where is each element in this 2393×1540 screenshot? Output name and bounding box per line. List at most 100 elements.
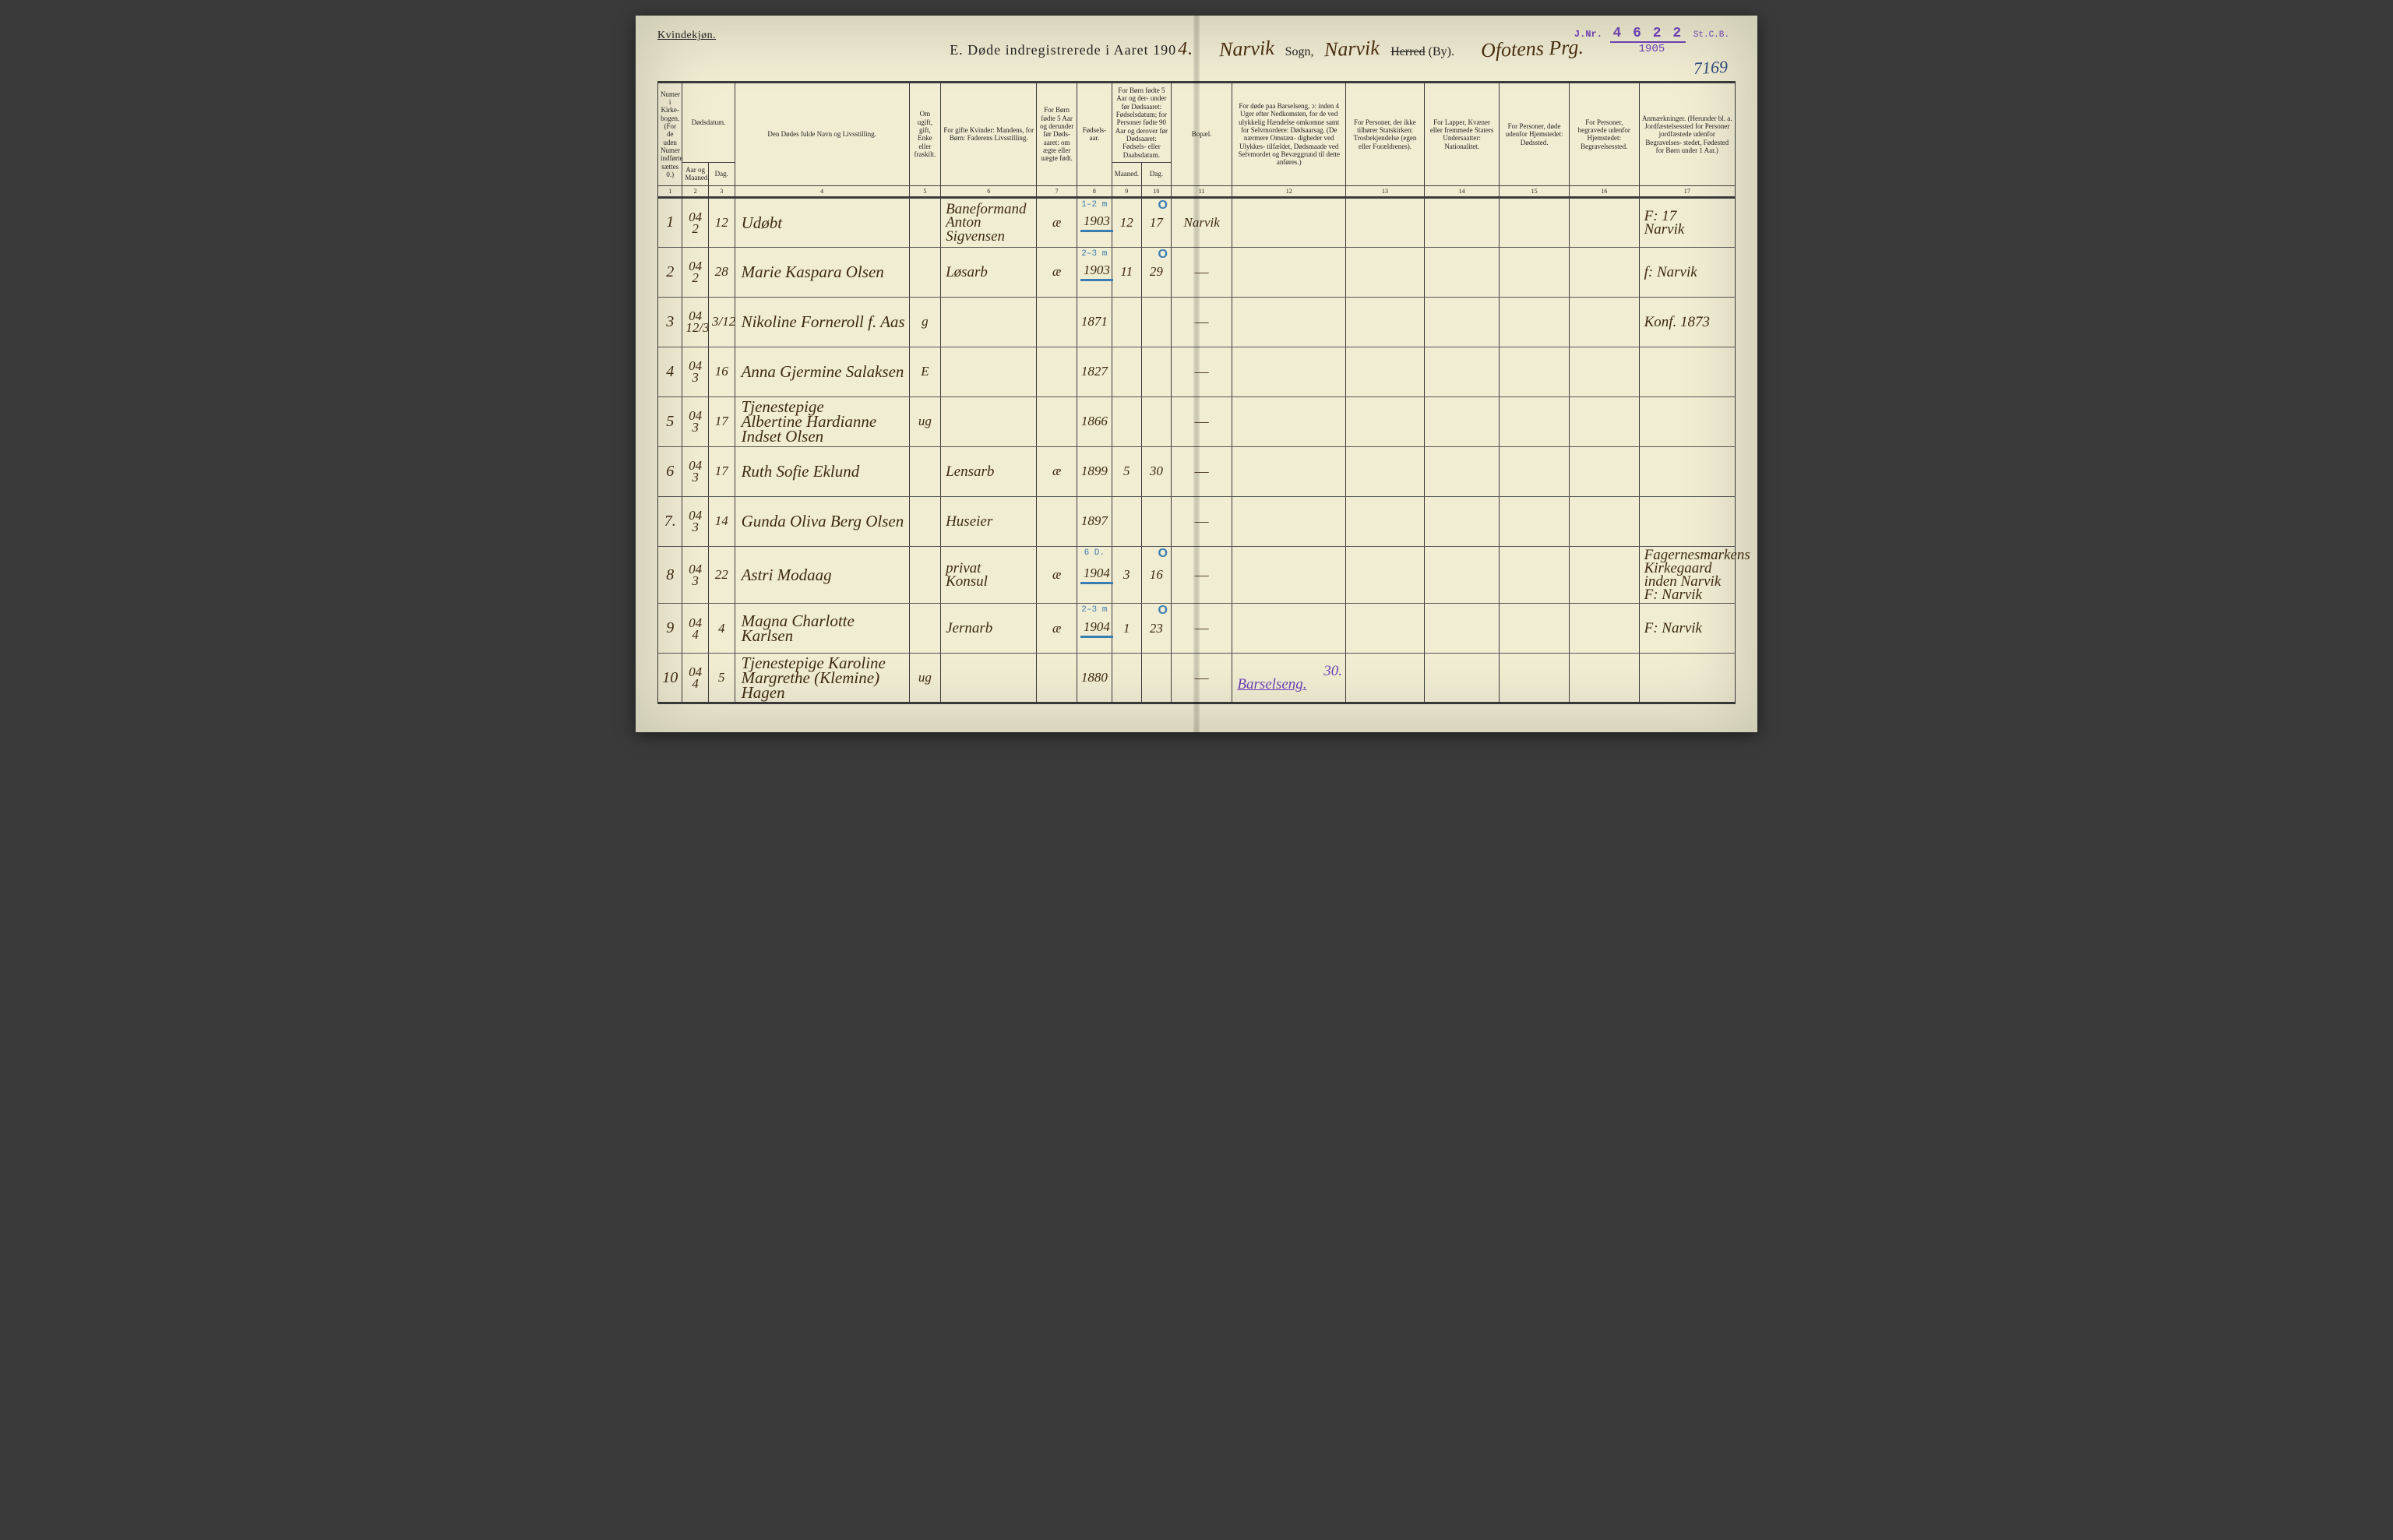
table-cell: 12	[708, 197, 735, 247]
table-cell: 1827	[1077, 347, 1112, 396]
table-cell: 17	[708, 446, 735, 496]
table-cell	[1141, 297, 1171, 347]
table-cell	[1232, 347, 1346, 396]
table-cell: Astri Modaag	[735, 546, 909, 603]
table-cell: æ	[1037, 247, 1077, 297]
table-cell	[1424, 654, 1499, 703]
table-cell	[909, 496, 940, 546]
table-cell	[1346, 197, 1425, 247]
table-cell	[1112, 654, 1141, 703]
table-cell: 4	[708, 604, 735, 654]
page-number-hw: 7169	[1693, 57, 1728, 79]
table-cell	[909, 197, 940, 247]
table-cell	[1569, 197, 1639, 247]
table-cell	[1639, 396, 1735, 446]
col-16-head: For Personer, begravede udenfor Hjemsted…	[1569, 83, 1639, 186]
col-2b-head: Dag.	[708, 163, 735, 186]
table-cell	[1639, 654, 1735, 703]
table-cell: 1899	[1077, 446, 1112, 496]
column-numbers: 1 2 3 4 5 6 7 8 9 10 11 12 13 14 15 16 1…	[658, 185, 1736, 197]
table-cell: 14	[708, 496, 735, 546]
table-cell: 16	[708, 347, 735, 396]
table-cell	[1037, 654, 1077, 703]
table-cell: 1–2 m1903	[1077, 197, 1112, 247]
table-cell	[1500, 496, 1570, 546]
table-row: 90444Magna Charlotte KarlsenJernarbæ2–3 …	[658, 604, 1736, 654]
stamp-year: 1905	[1574, 44, 1729, 55]
table-cell	[1037, 396, 1077, 446]
table-cell: 5	[1112, 446, 1141, 496]
table-cell	[1569, 347, 1639, 396]
col-11-head: Bopæl.	[1171, 83, 1232, 186]
table-cell: 0412/3	[682, 297, 709, 347]
table-cell	[1171, 247, 1232, 297]
table-cell: Udøbt	[735, 197, 909, 247]
table-row: 30412/33/12Nikoline Forneroll f. Aasg187…	[658, 297, 1736, 347]
table-cell: O29	[1141, 247, 1171, 297]
table-cell	[1171, 396, 1232, 446]
table-cell: O16	[1141, 546, 1171, 603]
table-cell	[1232, 396, 1346, 446]
table-cell	[1500, 654, 1570, 703]
table-cell	[1569, 446, 1639, 496]
table-cell: 1	[1112, 604, 1141, 654]
table-cell	[1424, 496, 1499, 546]
table-cell	[1232, 247, 1346, 297]
table-cell: Nikoline Forneroll f. Aas	[735, 297, 909, 347]
table-cell: æ	[1037, 604, 1077, 654]
table-cell: g	[909, 297, 940, 347]
table-cell: 043	[682, 496, 709, 546]
table-cell	[1171, 446, 1232, 496]
table-cell	[1346, 496, 1425, 546]
table-cell	[1424, 546, 1499, 603]
herred-hw: Narvik	[1324, 37, 1380, 62]
table-cell	[1424, 396, 1499, 446]
table-cell	[1346, 604, 1425, 654]
table-cell: O23	[1141, 604, 1171, 654]
table-cell: 6 D.1904	[1077, 546, 1112, 603]
table-cell: BaneformandAnton Sigvensen	[941, 197, 1037, 247]
title-year-hw: 4.	[1176, 39, 1195, 59]
table-cell: 1897	[1077, 496, 1112, 546]
table-cell	[1424, 446, 1499, 496]
table-cell: TjenestepigeAlbertine Hardianne Indset O…	[735, 396, 909, 446]
table-cell	[1424, 604, 1499, 654]
table-cell: 30.Barselseng.	[1232, 654, 1346, 703]
table-cell: æ	[1037, 546, 1077, 603]
table-cell	[1639, 347, 1735, 396]
table-cell	[909, 546, 940, 603]
table-cell	[1424, 347, 1499, 396]
table-cell	[1232, 297, 1346, 347]
table-cell	[1500, 247, 1570, 297]
table-cell	[1232, 197, 1346, 247]
table-row: 7.04314Gunda Oliva Berg OlsenHuseier1897	[658, 496, 1736, 546]
col-14-head: For Lapper, Kvæner eller fremmede Stater…	[1424, 83, 1499, 186]
table-cell: 2	[658, 247, 682, 297]
table-cell	[1112, 396, 1141, 446]
table-cell: 30	[1141, 446, 1171, 496]
table-cell	[1112, 496, 1141, 546]
table-cell: Tjenestepige KarolineMargrethe (Klemine)…	[735, 654, 909, 703]
col-7-head: For Børn fødte 5 Aar og derunder før Død…	[1037, 83, 1077, 186]
table-cell: ug	[909, 654, 940, 703]
table-cell	[1141, 347, 1171, 396]
table-cell	[909, 446, 940, 496]
table-cell	[1500, 604, 1570, 654]
table-cell	[1037, 496, 1077, 546]
table-cell	[1639, 446, 1735, 496]
stamp-number: 4 6 2 2	[1610, 26, 1686, 43]
col-5-head: Om ugift, gift, Enke eller fraskilt.	[909, 83, 940, 186]
archive-stamp: J.Nr. 4 6 2 2 St.C.B. 1905	[1574, 26, 1729, 55]
table-cell: Løsarb	[941, 247, 1037, 297]
table-cell: 1866	[1077, 396, 1112, 446]
table-cell: Gunda Oliva Berg Olsen	[735, 496, 909, 546]
table-cell	[1171, 546, 1232, 603]
table-cell	[1171, 604, 1232, 654]
table-cell	[1500, 446, 1570, 496]
table-cell	[1232, 604, 1346, 654]
table-cell	[1346, 654, 1425, 703]
table-cell	[1500, 546, 1570, 603]
provsti-hw: Ofotens Prg.	[1481, 36, 1584, 63]
table-cell: 11	[1112, 247, 1141, 297]
table-cell	[909, 604, 940, 654]
